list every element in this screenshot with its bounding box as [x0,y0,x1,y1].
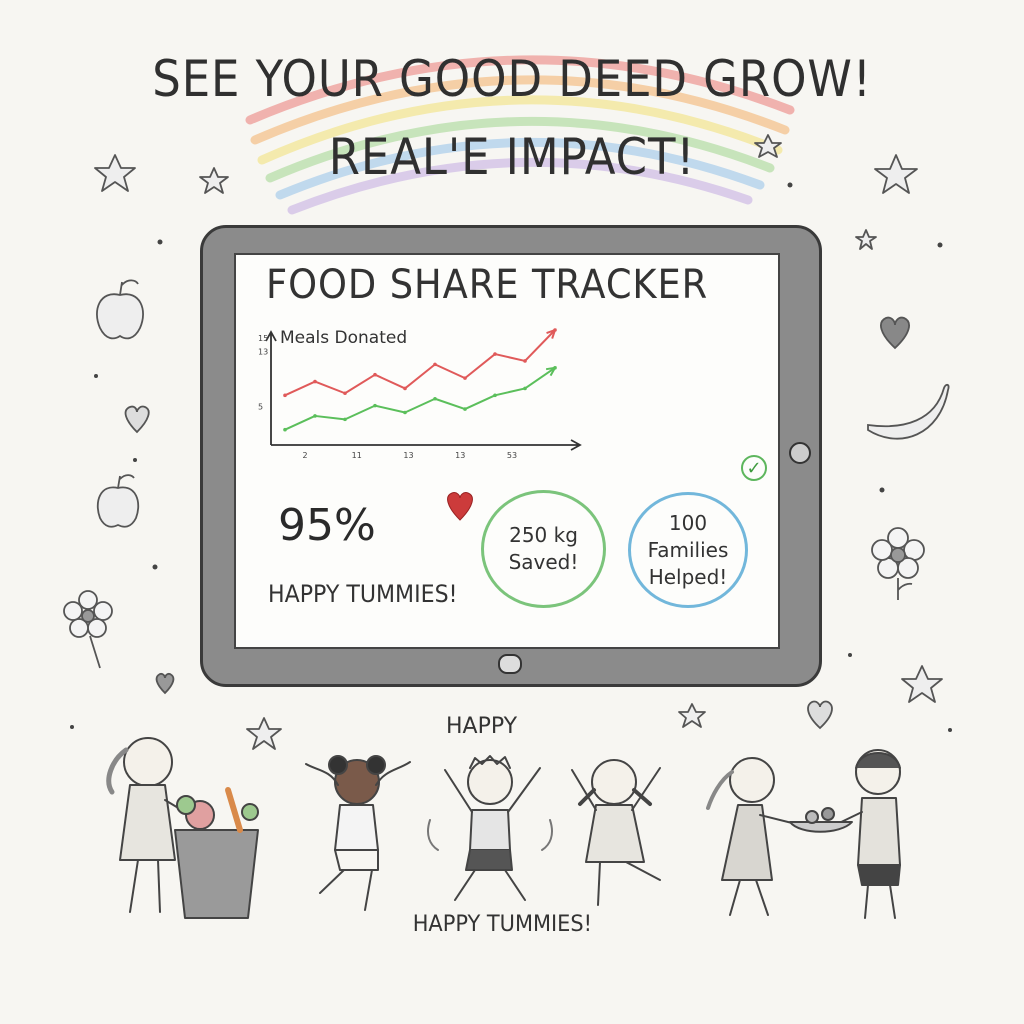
heart-icon [807,700,833,730]
series-line-2 [284,366,556,431]
checkmark-icon: ✓ [741,455,767,481]
families-helped-label-1: Families [647,537,729,562]
star-icon [678,703,706,728]
banana-icon [867,383,950,440]
data-point [493,393,497,398]
heart-icon [880,316,910,350]
data-point [373,372,377,377]
star-icon [855,229,877,250]
data-point [313,379,317,384]
star-icon [754,134,782,158]
tablet-side-button[interactable] [789,442,811,464]
data-point [343,391,347,396]
apple-icon [96,279,144,340]
flower-icon [871,527,925,600]
children-sharing-food [706,749,901,919]
families-helped-value: 100 [668,510,708,535]
data-point [523,359,527,363]
data-point [283,393,287,398]
data-point [403,386,407,391]
star-icon [246,717,282,750]
series-line-1 [284,329,556,397]
happy-caption: HAPPY [446,714,518,739]
data-point [433,396,437,401]
data-point [343,417,347,422]
y-tick-label: 5 [258,403,263,412]
rainbow-drawing [245,55,795,215]
x-tick-label: 11 [352,451,362,460]
data-point [373,403,377,408]
star-icon [199,167,229,194]
happy-tummies-label: HAPPY TUMMIES! [268,580,458,608]
kg-saved-badge: 250 kg Saved! [481,490,606,608]
x-tick-label: 53 [507,451,517,460]
girl-braids [571,759,661,906]
kg-saved-label: Saved! [508,550,579,574]
girl-with-basket [106,737,259,919]
data-point [523,386,527,391]
families-helped-label-2: Helped! [648,564,728,589]
y-tick-label: 13 [258,348,268,357]
y-tick-label: 15 [258,334,268,343]
data-point [433,362,437,367]
data-point [463,407,467,411]
data-point [313,414,317,418]
series-arrowhead [546,328,557,339]
headline-line-2: REAL'E IMPACT! [328,128,696,186]
y-axis [265,330,277,445]
happy-tummies-caption: HAPPY TUMMIES! [412,912,593,937]
apple-icon [96,474,140,528]
chart-y-axis-label: Meals Donated [280,328,408,348]
flower-icon [63,590,113,669]
headline-line-1: SEE YOUR GOOD DEED GROW! [152,50,872,108]
data-point [493,352,497,356]
x-tick-label: 13 [455,451,465,460]
tracker-title: FOOD SHARE TRACKER [266,262,709,308]
x-tick-label: 13 [403,451,413,460]
data-point [463,376,467,380]
star-icon [94,154,136,192]
series-arrowhead [545,366,557,377]
x-tick-label: 2 [302,451,307,460]
kg-saved-value: 250 kg [509,523,578,547]
heart-icon [155,672,175,695]
heart-icon [124,405,150,434]
happy-percent: 95% [278,500,376,551]
x-axis [271,439,582,451]
girl-jumping [305,755,411,911]
families-helped-badge: 100 Families Helped! [628,492,748,608]
tablet-home-button[interactable] [498,654,522,674]
star-icon [901,665,943,703]
boy-jumping [427,755,553,901]
star-icon [874,154,918,194]
data-point [403,410,407,415]
data-point [283,427,287,432]
